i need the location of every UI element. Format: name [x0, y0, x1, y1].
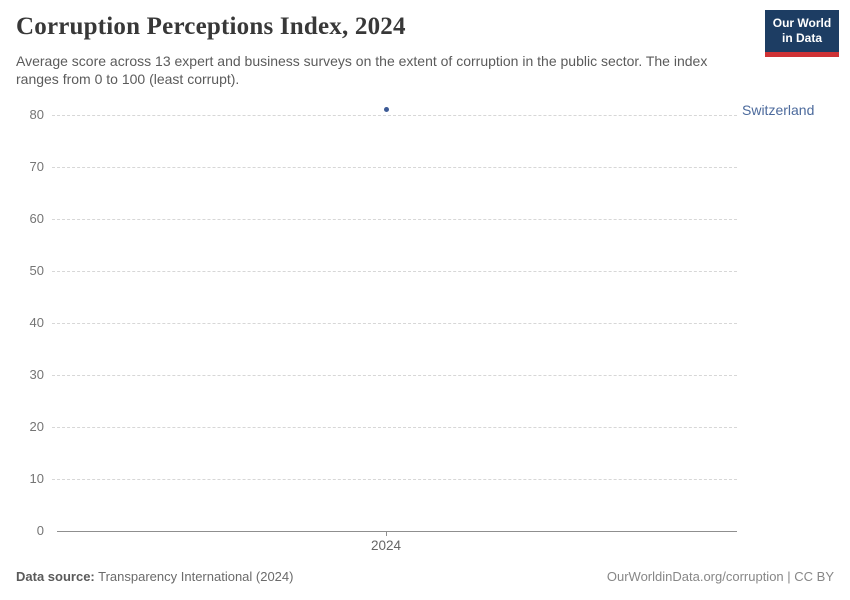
y-tick-label-40: 40 [29, 315, 44, 330]
y-tick-label-70: 70 [29, 159, 44, 174]
y-tick-label-30: 30 [29, 367, 44, 382]
y-gridline-20 [52, 427, 737, 428]
data-source-label: Data source: [16, 569, 95, 584]
y-tick-label-20: 20 [29, 419, 44, 434]
y-tick-label-0: 0 [36, 523, 44, 538]
y-gridline-10 [52, 479, 737, 480]
data-source-value: Transparency International (2024) [94, 569, 294, 584]
x-axis-line [57, 531, 737, 532]
owid-logo-line2: in Data [781, 31, 822, 45]
owid-logo-line1: Our World [772, 16, 832, 30]
y-tick-label-50: 50 [29, 263, 44, 278]
chart-title: Corruption Perceptions Index, 2024 [16, 13, 406, 40]
x-tick-label: 2024 [370, 538, 402, 553]
y-gridline-70 [52, 167, 737, 168]
credit-note: OurWorldinData.org/corruption | CC BY [606, 569, 834, 584]
y-gridline-80 [52, 115, 737, 116]
chart-subtitle: Average score across 13 expert and busin… [16, 53, 708, 88]
y-tick-label-10: 10 [29, 471, 44, 486]
y-tick-label-80: 80 [29, 107, 44, 122]
data-source-note: Data source: Transparency International … [16, 569, 293, 584]
owid-logo: Our World in Data [765, 10, 839, 57]
data-point-switzerland[interactable] [383, 107, 389, 113]
y-gridline-30 [52, 375, 737, 376]
y-gridline-40 [52, 323, 737, 324]
x-axis-tick [386, 531, 387, 536]
y-gridline-50 [52, 271, 737, 272]
y-tick-label-60: 60 [29, 211, 44, 226]
y-gridline-60 [52, 219, 737, 220]
entity-label-switzerland[interactable]: Switzerland [742, 101, 815, 118]
